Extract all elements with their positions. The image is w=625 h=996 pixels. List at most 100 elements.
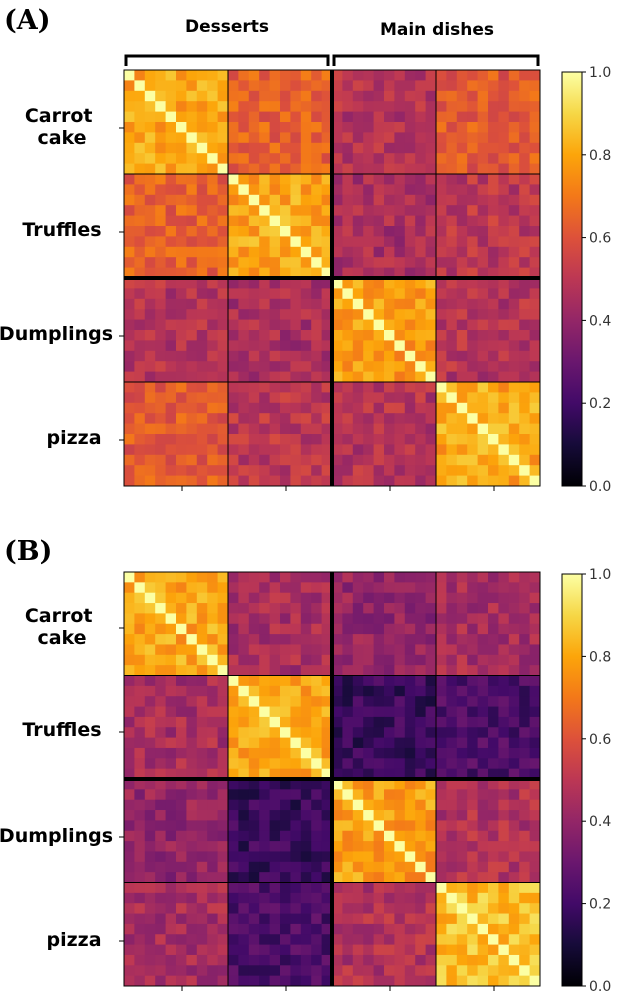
heatmap-cell (321, 706, 333, 718)
heatmap-cell (456, 350, 468, 362)
heatmap-cell (352, 330, 364, 341)
heatmap-cell (519, 613, 530, 625)
heatmap-cell (196, 142, 208, 154)
heatmap-cell (477, 706, 489, 718)
heatmap-cell (394, 132, 406, 144)
heatmap-cell (456, 413, 468, 424)
heatmap-cell (290, 892, 302, 904)
heatmap-cell (529, 132, 541, 144)
heatmap-cell (300, 132, 312, 144)
heatmap-cell (311, 101, 322, 112)
heatmap-cell (290, 80, 302, 92)
heatmap-cell (311, 361, 322, 372)
heatmap-cell (467, 913, 478, 925)
heatmap-cell (165, 101, 177, 112)
heatmap-cell (477, 851, 489, 863)
heatmap-cell (352, 246, 364, 258)
heatmap-cell (300, 257, 312, 268)
heatmap-cell (259, 810, 270, 821)
heatmap-cell (384, 923, 395, 935)
heatmap-cell (269, 257, 281, 268)
heatmap-cell (238, 665, 250, 676)
heatmap-cell (415, 70, 426, 81)
heatmap-cell (186, 205, 198, 216)
heatmap-cell (477, 132, 489, 144)
heatmap-cell (436, 923, 447, 935)
heatmap-cell (176, 111, 187, 123)
heatmap-cell (425, 101, 437, 112)
heatmap-cell (425, 903, 437, 914)
heatmap-cell (373, 309, 385, 320)
heatmap-cell (176, 226, 187, 237)
heatmap-cell (529, 174, 541, 185)
heatmap-cell (404, 758, 416, 770)
heatmap-cell (311, 288, 322, 300)
heatmap-cell (165, 454, 177, 466)
heatmap-cell (363, 623, 374, 635)
heatmap-cell (259, 665, 270, 676)
heatmap-cell (124, 872, 135, 883)
heatmap-cell (456, 465, 468, 476)
heatmap-cell (342, 923, 354, 935)
heatmap-cell (415, 892, 426, 904)
heatmap-cell (176, 142, 187, 154)
heatmap-cell (404, 592, 416, 604)
heatmap-cell (176, 913, 187, 925)
heatmap-cell (248, 111, 260, 123)
heatmap-cell (446, 475, 458, 487)
heatmap-cell (124, 465, 135, 476)
heatmap-cell (373, 246, 385, 258)
heatmap-cell (415, 340, 426, 352)
heatmap-cell (186, 246, 198, 258)
heatmap-cell (342, 654, 354, 666)
heatmap-cell (342, 90, 354, 102)
heatmap-cell (404, 267, 416, 279)
heatmap-cell (280, 267, 291, 279)
heatmap-cell (467, 841, 478, 852)
heatmap-cell (436, 80, 447, 92)
heatmap-cell (456, 747, 468, 759)
heatmap-cell (436, 882, 447, 894)
heatmap-cell (290, 913, 302, 925)
heatmap-cell (342, 371, 354, 383)
heatmap-cell (165, 779, 177, 790)
heatmap-cell (332, 675, 343, 687)
colorbar-a-tick-label: 0.8 (589, 148, 611, 164)
heatmap-cell (259, 246, 270, 258)
heatmap-cell (124, 122, 135, 133)
heatmap-cell (165, 153, 177, 164)
heatmap-cell (321, 350, 333, 362)
heatmap-cell (519, 267, 530, 279)
heatmap-cell (144, 226, 156, 237)
heatmap-cell (165, 319, 177, 331)
heatmap-cell (290, 246, 302, 258)
heatmap-cell (124, 309, 135, 320)
heatmap-cell (321, 90, 333, 102)
heatmap-cell (384, 246, 395, 258)
heatmap-cell (269, 236, 281, 248)
heatmap-cell (321, 934, 333, 945)
heatmap-cell (207, 685, 218, 697)
heatmap-cell (300, 603, 312, 614)
heatmap-cell (394, 820, 406, 832)
heatmap-cell (415, 475, 426, 487)
heatmap-cell (311, 246, 322, 258)
heatmap-cell (207, 861, 218, 873)
heatmap-cell (207, 371, 218, 383)
heatmap-cell (280, 132, 291, 144)
heatmap-cell (332, 423, 343, 435)
heatmap-cell (394, 142, 406, 154)
heatmap-cell (394, 810, 406, 821)
heatmap-cell (529, 685, 541, 697)
heatmap-cell (259, 675, 270, 687)
heatmap-cell (207, 101, 218, 112)
heatmap-cell (446, 944, 458, 956)
heatmap-cell (415, 572, 426, 583)
heatmap-cell (176, 727, 187, 738)
heatmap-cell (259, 644, 270, 656)
heatmap-cell (217, 382, 229, 393)
heatmap-cell (155, 298, 166, 310)
heatmap-cell (290, 153, 302, 164)
heatmap-cell (290, 665, 302, 676)
heatmap-cell (124, 350, 135, 362)
